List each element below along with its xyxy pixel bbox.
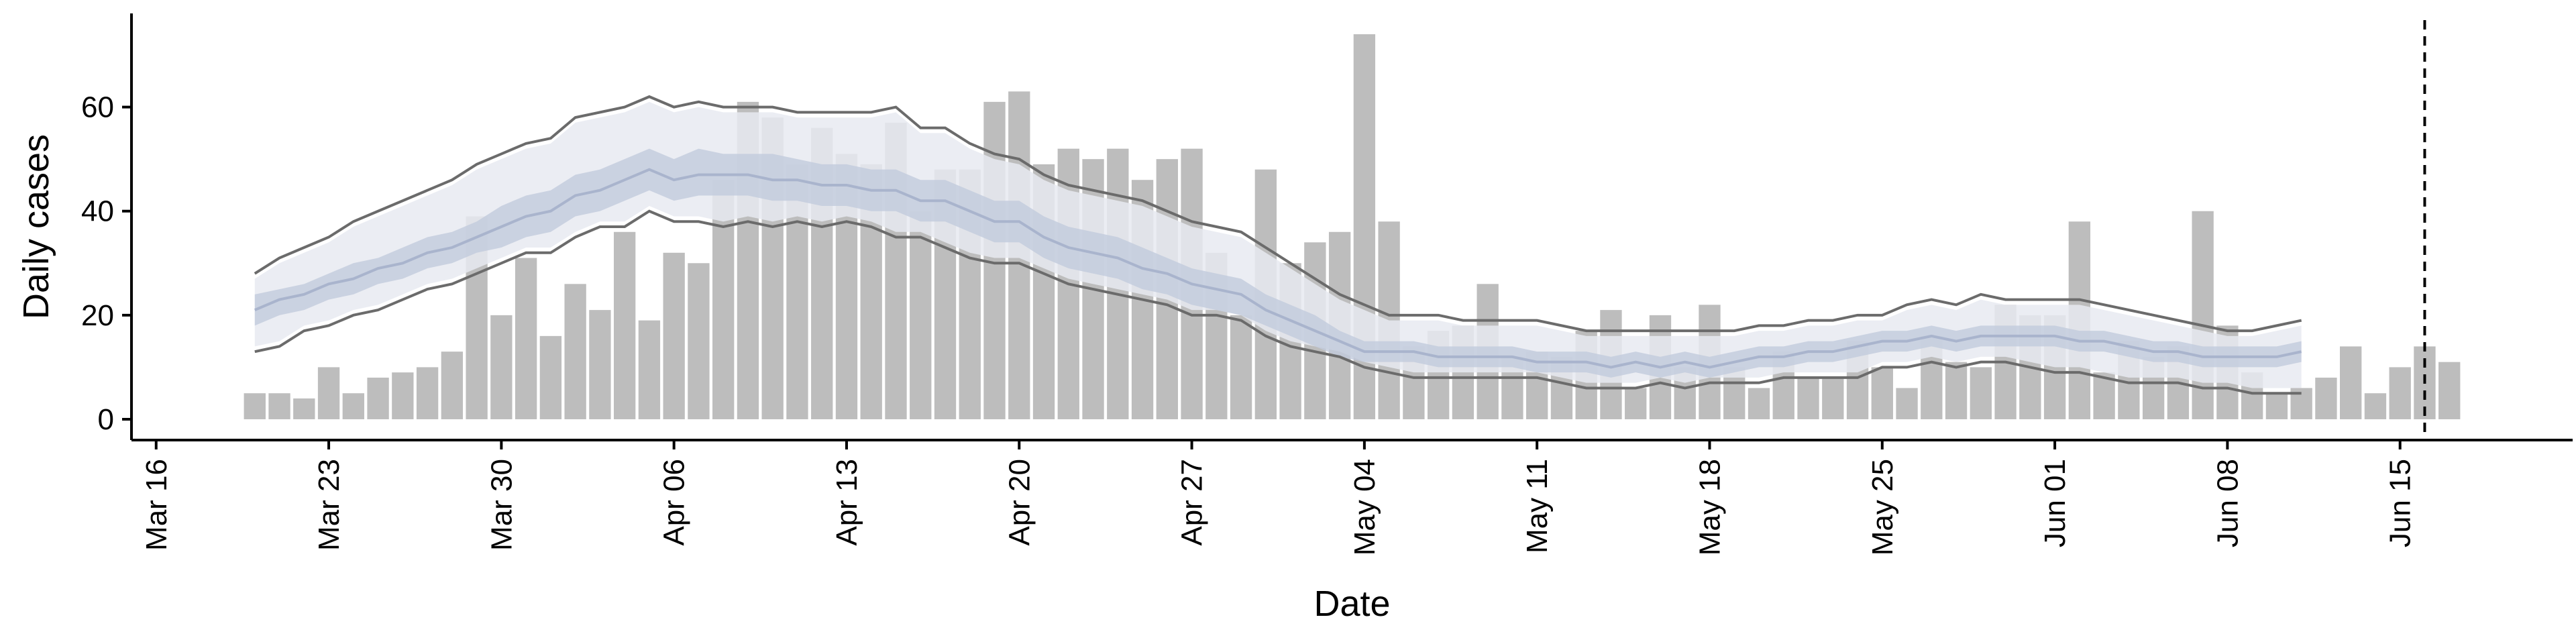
x-tick-label: Jun 15 [2384, 459, 2417, 547]
ticks-layer: 0 20 40 60 Mar 16 Mar 23 Mar 30 Apr 06 Apr 13 Apr… [81, 91, 2417, 556]
case-bar [1797, 377, 1819, 419]
median-line [254, 168, 2302, 369]
y-tick-label: 0 [98, 403, 114, 436]
x-tick-label: May 11 [1521, 459, 1554, 553]
case-bar [416, 367, 439, 419]
case-bar [910, 211, 932, 419]
x-tick-label: Jun 01 [2039, 459, 2072, 547]
case-bar [293, 398, 315, 419]
case-bar [1822, 377, 1844, 419]
bands-layer [254, 101, 2302, 388]
x-tick-label: May 18 [1693, 459, 1726, 555]
x-tick-label: Apr 06 [658, 459, 691, 546]
y-tick-label: 40 [81, 195, 114, 228]
case-bar [2389, 367, 2411, 419]
case-bar [244, 393, 266, 419]
y-axis-title: Daily cases [16, 134, 56, 319]
case-bar [2340, 346, 2362, 419]
case-bar [663, 252, 685, 419]
y-tick-label: 60 [81, 91, 114, 124]
case-bar [1871, 367, 1893, 419]
case-bar [441, 352, 464, 419]
case-bar [1748, 388, 1770, 419]
x-tick-label: May 25 [1866, 459, 1899, 555]
case-bar [2192, 211, 2214, 419]
x-tick-label: Apr 20 [1003, 459, 1036, 546]
case-bar [490, 315, 513, 419]
x-tick-label: Apr 27 [1176, 459, 1209, 546]
case-bar [367, 377, 389, 419]
case-bar [1896, 388, 1918, 419]
y-tick-label: 20 [81, 299, 114, 332]
case-bar [1945, 362, 1968, 419]
case-bar [342, 393, 364, 419]
x-tick-label: Apr 13 [830, 459, 863, 546]
x-tick-label: Mar 16 [140, 459, 173, 551]
case-bar [688, 263, 710, 419]
case-bar [1625, 388, 1647, 419]
case-bar [564, 284, 586, 419]
x-tick-label: May 04 [1348, 459, 1381, 555]
x-tick-label: Mar 30 [485, 459, 518, 551]
case-bar [392, 372, 414, 419]
case-bar [268, 393, 290, 419]
lower-bound-line [254, 209, 2302, 395]
case-bar [1970, 367, 1992, 419]
case-bar [539, 335, 562, 419]
case-bar [1230, 315, 1252, 419]
case-bar [613, 231, 636, 419]
x-axis-title: Date [1313, 584, 1390, 624]
case-bar [589, 310, 611, 419]
x-tick-label: Jun 08 [2211, 459, 2244, 547]
lines-layer [254, 95, 2302, 395]
case-bar [2265, 393, 2288, 419]
case-bar [638, 320, 661, 419]
upper-bound-line [254, 95, 2302, 333]
case-bar [317, 367, 340, 419]
case-bar [2315, 377, 2337, 419]
axes-layer [130, 13, 2573, 441]
x-tick-label: Mar 23 [313, 459, 345, 551]
case-bar [515, 258, 537, 419]
case-bar [2438, 362, 2461, 419]
case-bar [2364, 393, 2387, 419]
